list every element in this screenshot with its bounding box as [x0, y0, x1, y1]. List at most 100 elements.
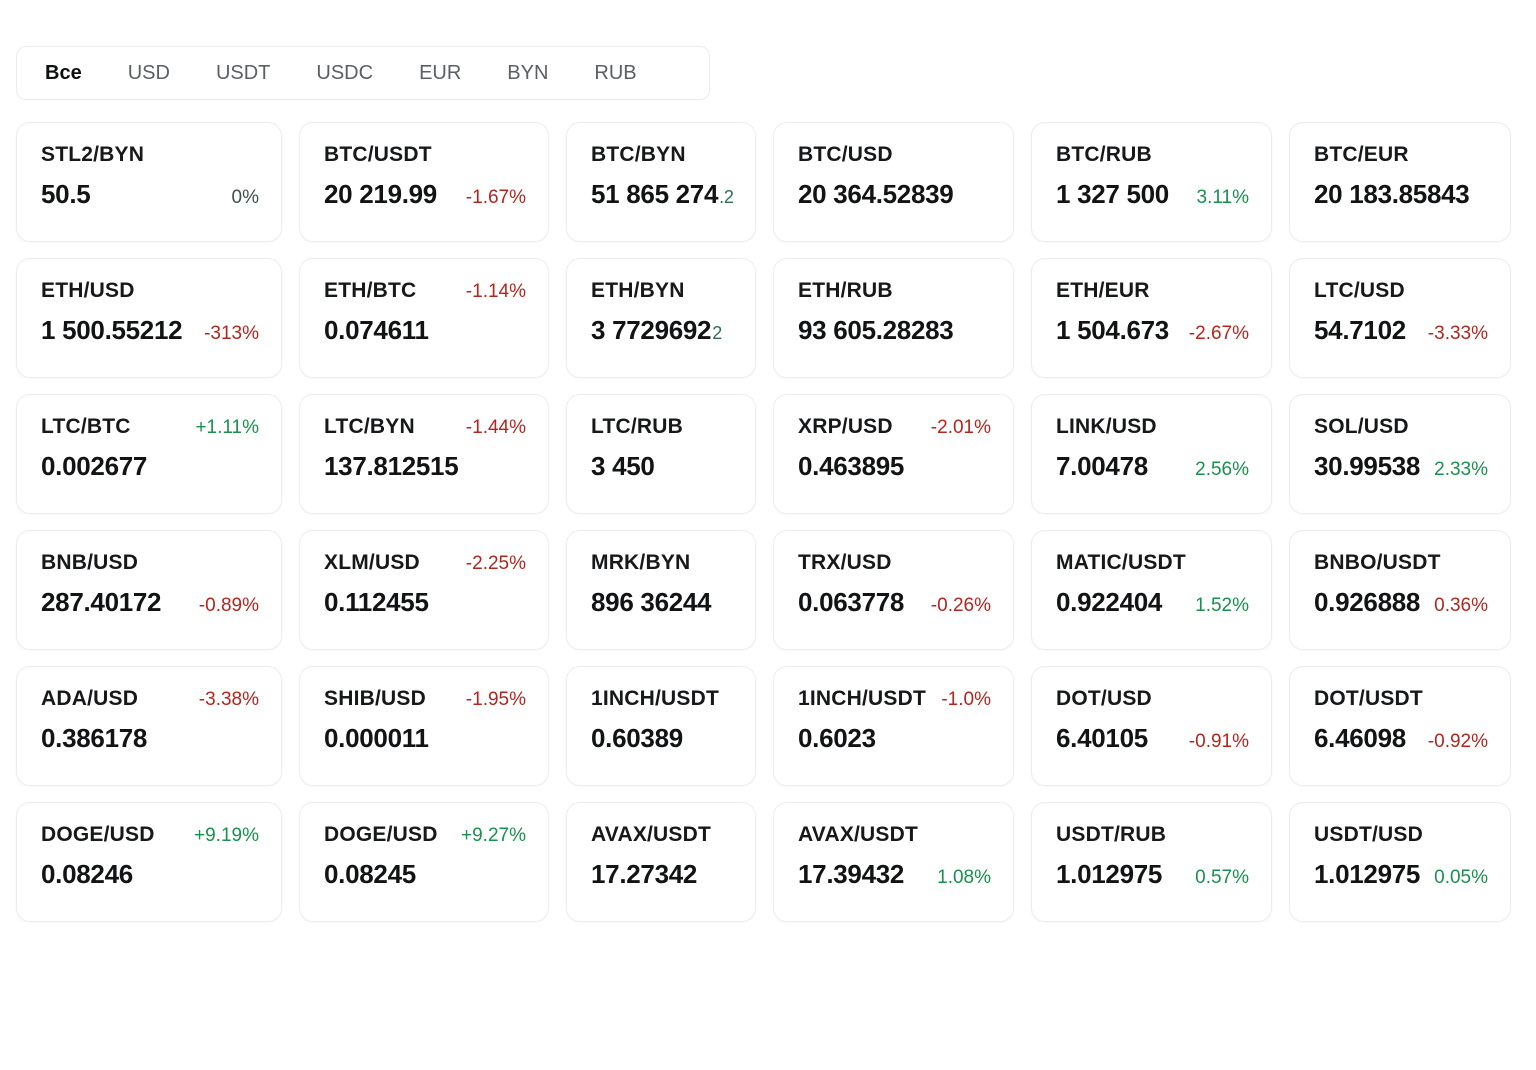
pair-header-row: BTC/BYN: [591, 143, 733, 167]
pair-card[interactable]: AVAX/USDT 17.27342: [566, 802, 756, 922]
price-value: 0.074611: [324, 315, 429, 345]
pair-card[interactable]: LINK/USD 7.00478 2.56%: [1031, 394, 1272, 514]
pair-header-row: BNB/USD: [41, 551, 259, 575]
pair-card[interactable]: BTC/RUB 1 327 500 3.11%: [1031, 122, 1272, 242]
pair-card[interactable]: 1INCH/USDT 0.60389: [566, 666, 756, 786]
pair-name: XLM/USD: [324, 551, 420, 574]
tab-usdc[interactable]: USDC: [316, 61, 374, 84]
price: 137.812515: [324, 451, 459, 482]
pair-card[interactable]: ETH/BYN 3 77296922: [566, 258, 756, 378]
price-row: 0.926888 0.36%: [1314, 587, 1488, 618]
pair-card[interactable]: ETH/EUR 1 504.673 -2.67%: [1031, 258, 1272, 378]
pair-name: DOGE/USD: [41, 823, 155, 846]
pair-card[interactable]: MRK/BYN 896 36244: [566, 530, 756, 650]
pair-card[interactable]: BTC/BYN 51 865 274.2: [566, 122, 756, 242]
price: 1.012975: [1056, 859, 1162, 890]
change-badge: -313%: [204, 323, 259, 344]
change-badge: 0%: [231, 187, 259, 208]
pair-card[interactable]: DOT/USDT 6.46098 -0.92%: [1289, 666, 1511, 786]
tab-usdt[interactable]: USDT: [215, 61, 271, 84]
price-value: 1 500.55212: [41, 315, 183, 345]
pair-header-row: LTC/RUB: [591, 415, 733, 439]
pair-card[interactable]: ETH/USD 1 500.55212 -313%: [16, 258, 282, 378]
pair-header-row: ETH/BTC -1.14%: [324, 279, 526, 303]
price-suffix: 2: [712, 323, 722, 343]
price: 287.40172: [41, 587, 162, 618]
pair-card[interactable]: SOL/USD 30.99538 2.33%: [1289, 394, 1511, 514]
change-badge: -2.01%: [930, 417, 991, 438]
price-row: 1 327 500 3.11%: [1056, 179, 1249, 210]
pair-card[interactable]: XLM/USD -2.25% 0.112455: [299, 530, 549, 650]
pair-name: LTC/BTC: [41, 415, 131, 438]
pair-name: BTC/USDT: [324, 143, 432, 166]
price-row: 7.00478 2.56%: [1056, 451, 1249, 482]
price-row: 1.012975 0.05%: [1314, 859, 1488, 890]
pair-name: SOL/USD: [1314, 415, 1409, 438]
price-row: 3 77296922: [591, 315, 733, 346]
pair-card[interactable]: BTC/USD 20 364.52839: [773, 122, 1014, 242]
pair-card[interactable]: MATIC/USDT 0.922404 1.52%: [1031, 530, 1272, 650]
pair-name: MATIC/USDT: [1056, 551, 1186, 574]
price: 54.7102: [1314, 315, 1406, 346]
pair-card[interactable]: DOT/USD 6.40105 -0.91%: [1031, 666, 1272, 786]
pair-card[interactable]: DOGE/USD +9.19% 0.08246: [16, 802, 282, 922]
pair-name: ETH/RUB: [798, 279, 893, 302]
price: 1 500.55212: [41, 315, 183, 346]
pair-header-row: ETH/USD: [41, 279, 259, 303]
pair-card[interactable]: DOGE/USD +9.27% 0.08245: [299, 802, 549, 922]
change-badge: -1.44%: [465, 417, 526, 438]
pair-card[interactable]: AVAX/USDT 17.39432 1.08%: [773, 802, 1014, 922]
pair-card[interactable]: ETH/BTC -1.14% 0.074611: [299, 258, 549, 378]
price: 51 865 274.2: [591, 179, 734, 210]
pair-card[interactable]: LTC/BYN -1.44% 137.812515: [299, 394, 549, 514]
pair-card[interactable]: LTC/BTC +1.11% 0.002677: [16, 394, 282, 514]
price: 0.922404: [1056, 587, 1162, 618]
change-badge: -0.89%: [198, 595, 259, 616]
change-badge: -1.67%: [465, 187, 526, 208]
pair-name: 1INCH/USDT: [591, 687, 720, 710]
pair-card[interactable]: BTC/EUR 20 183.85843: [1289, 122, 1511, 242]
pair-card[interactable]: SHIB/USD -1.95% 0.000011: [299, 666, 549, 786]
pair-header-row: LTC/USD: [1314, 279, 1488, 303]
pair-header-row: ETH/EUR: [1056, 279, 1249, 303]
price-row: 0.6023: [798, 723, 991, 754]
price-row: 20 219.99 -1.67%: [324, 179, 526, 210]
price-value: 0.000011: [324, 723, 429, 753]
price-row: 1 500.55212 -313%: [41, 315, 259, 346]
pair-card[interactable]: USDT/RUB 1.012975 0.57%: [1031, 802, 1272, 922]
pair-name: DOGE/USD: [324, 823, 438, 846]
price-value: 1.012975: [1056, 859, 1163, 889]
pair-header-row: 1INCH/USDT -1.0%: [798, 687, 991, 711]
pair-card[interactable]: 1INCH/USDT -1.0% 0.6023: [773, 666, 1014, 786]
pair-header-row: SOL/USD: [1314, 415, 1488, 439]
pair-card[interactable]: ADA/USD -3.38% 0.386178: [16, 666, 282, 786]
change-badge: +9.27%: [461, 825, 526, 846]
currency-filter-tabs: Все USD USDT USDC EUR BYN RUB: [16, 46, 710, 100]
price: 7.00478: [1056, 451, 1148, 482]
change-badge: 0.05%: [1434, 867, 1488, 888]
tab-byn[interactable]: BYN: [507, 61, 549, 84]
price-value: 0.08245: [324, 859, 416, 889]
pair-name: DOT/USD: [1056, 687, 1152, 710]
pair-card[interactable]: XRP/USD -2.01% 0.463895: [773, 394, 1014, 514]
price-value: 51 865 274: [591, 179, 719, 209]
pair-card[interactable]: LTC/USD 54.7102 -3.33%: [1289, 258, 1511, 378]
pair-card[interactable]: BTC/USDT 20 219.99 -1.67%: [299, 122, 549, 242]
price-row: 896 36244: [591, 587, 733, 618]
price-row: 287.40172 -0.89%: [41, 587, 259, 618]
change-badge: +9.19%: [194, 825, 259, 846]
pair-card[interactable]: TRX/USD 0.063778 -0.26%: [773, 530, 1014, 650]
pair-card[interactable]: STL2/BYN 50.5 0%: [16, 122, 282, 242]
pair-card[interactable]: LTC/RUB 3 450: [566, 394, 756, 514]
tab-rub[interactable]: RUB: [594, 61, 637, 84]
pair-card[interactable]: ETH/RUB 93 605.28283: [773, 258, 1014, 378]
pair-card[interactable]: BNB/USD 287.40172 -0.89%: [16, 530, 282, 650]
price: 20 364.52839: [798, 179, 954, 210]
pair-card[interactable]: USDT/USD 1.012975 0.05%: [1289, 802, 1511, 922]
tab-all[interactable]: Все: [45, 61, 82, 84]
price: 30.99538: [1314, 451, 1420, 482]
pair-name: ETH/BYN: [591, 279, 685, 302]
tab-usd[interactable]: USD: [127, 61, 170, 84]
pair-card[interactable]: BNBO/USDT 0.926888 0.36%: [1289, 530, 1511, 650]
tab-eur[interactable]: EUR: [419, 61, 462, 84]
